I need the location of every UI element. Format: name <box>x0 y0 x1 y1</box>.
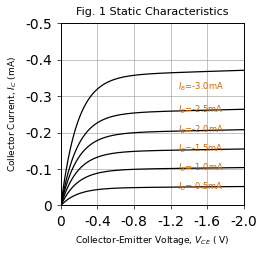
Text: $I_B$=-2.0mA: $I_B$=-2.0mA <box>178 124 224 136</box>
Text: $I_B$=-0.5mA: $I_B$=-0.5mA <box>178 180 223 193</box>
Text: $I_B$=-2.5mA: $I_B$=-2.5mA <box>178 104 223 116</box>
Title: Fig. 1 Static Characteristics: Fig. 1 Static Characteristics <box>76 7 229 17</box>
Text: $I_B$=-1.5mA: $I_B$=-1.5mA <box>178 143 223 155</box>
Text: $I_B$=-1.0mA: $I_B$=-1.0mA <box>178 162 224 174</box>
Y-axis label: Collector Current, $I_C$ (mA): Collector Current, $I_C$ (mA) <box>7 56 20 172</box>
Text: $I_B$=-3.0mA: $I_B$=-3.0mA <box>178 81 224 93</box>
X-axis label: Collector-Emitter Voltage, $V_{CE}$ ( V): Collector-Emitter Voltage, $V_{CE}$ ( V) <box>75 234 229 247</box>
